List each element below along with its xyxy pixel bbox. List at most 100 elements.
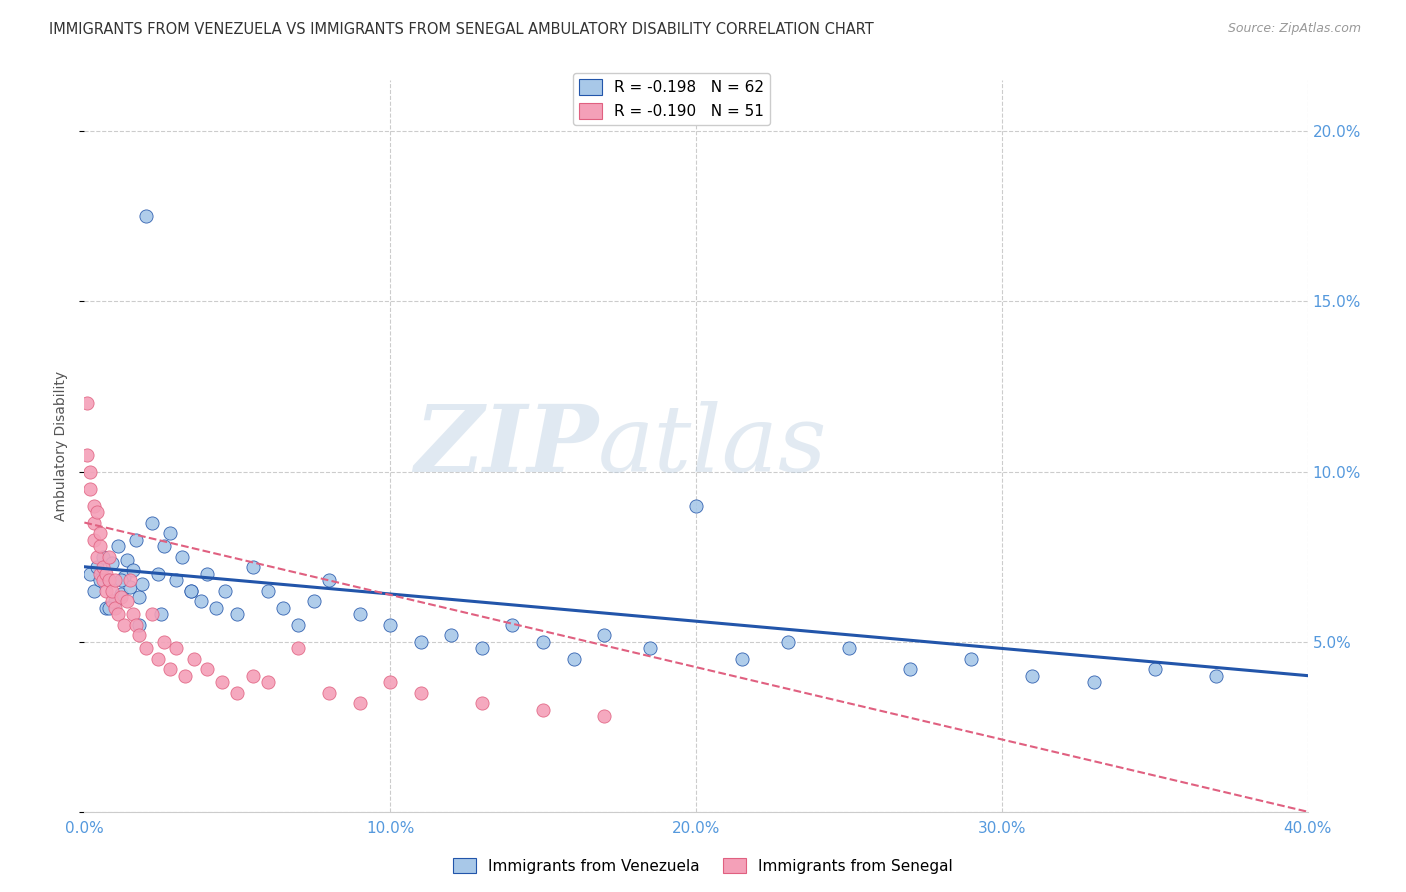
- Point: [183, 651, 205, 665]
- Point: [1083, 675, 1105, 690]
- Point: [112, 570, 135, 584]
- Point: [409, 686, 432, 700]
- Point: [349, 696, 371, 710]
- Point: [318, 686, 340, 700]
- Point: [107, 540, 129, 554]
- Point: [94, 566, 117, 581]
- Point: [125, 533, 148, 547]
- Text: atlas: atlas: [598, 401, 828, 491]
- Point: [731, 651, 754, 665]
- Point: [115, 594, 138, 608]
- Point: [97, 600, 120, 615]
- Point: [257, 675, 280, 690]
- Point: [287, 617, 309, 632]
- Y-axis label: Ambulatory Disability: Ambulatory Disability: [55, 371, 69, 521]
- Point: [89, 525, 111, 540]
- Point: [94, 583, 117, 598]
- Point: [128, 617, 150, 632]
- Point: [141, 607, 163, 622]
- Point: [593, 628, 616, 642]
- Point: [97, 549, 120, 564]
- Text: ZIP: ZIP: [413, 401, 598, 491]
- Point: [101, 583, 124, 598]
- Point: [257, 583, 280, 598]
- Point: [91, 549, 114, 564]
- Point: [131, 576, 153, 591]
- Point: [128, 628, 150, 642]
- Point: [91, 574, 114, 588]
- Point: [89, 566, 111, 581]
- Point: [1021, 668, 1043, 682]
- Point: [79, 465, 101, 479]
- Point: [110, 587, 132, 601]
- Text: IMMIGRANTS FROM VENEZUELA VS IMMIGRANTS FROM SENEGAL AMBULATORY DISABILITY CORRE: IMMIGRANTS FROM VENEZUELA VS IMMIGRANTS …: [49, 22, 875, 37]
- Point: [107, 607, 129, 622]
- Point: [112, 617, 135, 632]
- Point: [195, 566, 218, 581]
- Point: [149, 607, 172, 622]
- Point: [349, 607, 371, 622]
- Point: [180, 583, 202, 598]
- Point: [531, 703, 554, 717]
- Point: [593, 709, 616, 723]
- Point: [205, 600, 228, 615]
- Point: [190, 594, 212, 608]
- Point: [101, 594, 124, 608]
- Point: [120, 574, 142, 588]
- Point: [86, 505, 108, 519]
- Point: [318, 574, 340, 588]
- Point: [153, 634, 176, 648]
- Point: [97, 574, 120, 588]
- Point: [502, 617, 524, 632]
- Point: [214, 583, 236, 598]
- Point: [838, 641, 860, 656]
- Point: [97, 574, 120, 588]
- Point: [638, 641, 661, 656]
- Point: [104, 600, 127, 615]
- Point: [165, 641, 187, 656]
- Point: [159, 662, 181, 676]
- Point: [128, 591, 150, 605]
- Point: [287, 641, 309, 656]
- Point: [94, 600, 117, 615]
- Point: [1143, 662, 1166, 676]
- Point: [135, 210, 157, 224]
- Point: [122, 607, 145, 622]
- Point: [135, 641, 157, 656]
- Legend: Immigrants from Venezuela, Immigrants from Senegal: Immigrants from Venezuela, Immigrants fr…: [447, 852, 959, 880]
- Point: [86, 549, 108, 564]
- Point: [159, 525, 181, 540]
- Point: [776, 634, 799, 648]
- Point: [120, 580, 142, 594]
- Point: [83, 499, 105, 513]
- Point: [242, 559, 264, 574]
- Point: [1205, 668, 1227, 682]
- Point: [211, 675, 233, 690]
- Point: [440, 628, 463, 642]
- Point: [380, 617, 402, 632]
- Point: [101, 557, 124, 571]
- Point: [79, 482, 101, 496]
- Point: [471, 696, 494, 710]
- Point: [409, 634, 432, 648]
- Point: [110, 574, 132, 588]
- Point: [471, 641, 494, 656]
- Point: [898, 662, 921, 676]
- Point: [195, 662, 218, 676]
- Point: [174, 668, 197, 682]
- Point: [141, 516, 163, 530]
- Point: [165, 574, 187, 588]
- Point: [146, 651, 169, 665]
- Point: [91, 559, 114, 574]
- Point: [89, 540, 111, 554]
- Point: [104, 594, 127, 608]
- Point: [86, 559, 108, 574]
- Point: [125, 617, 148, 632]
- Point: [83, 583, 105, 598]
- Text: Source: ZipAtlas.com: Source: ZipAtlas.com: [1227, 22, 1361, 36]
- Point: [531, 634, 554, 648]
- Point: [89, 574, 111, 588]
- Point: [83, 516, 105, 530]
- Legend: R = -0.198   N = 62, R = -0.190   N = 51: R = -0.198 N = 62, R = -0.190 N = 51: [572, 73, 770, 125]
- Point: [115, 553, 138, 567]
